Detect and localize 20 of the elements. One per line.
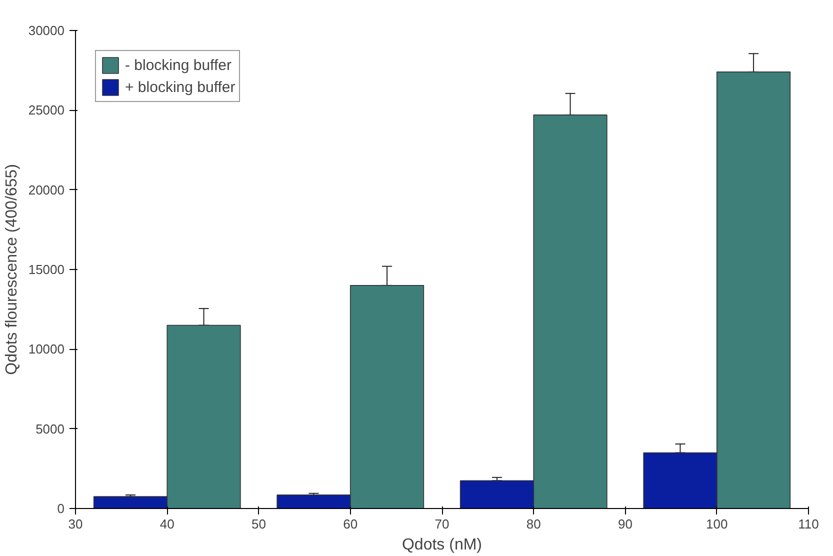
y-axis-title: Qdots flourescence (400/655) <box>3 164 20 375</box>
y-tick-label: 25000 <box>28 102 65 118</box>
x-tick-label: 100 <box>706 516 728 532</box>
y-tick-label: 30000 <box>28 23 65 38</box>
x-tick-label: 60 <box>343 516 358 532</box>
legend-label: + blocking buffer <box>125 78 236 96</box>
x-tick-label: 40 <box>160 516 174 532</box>
x-tick-label: 90 <box>618 516 632 532</box>
legend-label: - blocking buffer <box>125 56 232 74</box>
x-tick-label: 30 <box>68 516 83 532</box>
y-tick-label: 10000 <box>28 342 65 357</box>
x-axis-title: Qdots (nM) <box>402 536 482 554</box>
x-tick-label: 50 <box>252 516 266 532</box>
y-tick-label: 0 <box>57 501 65 516</box>
x-tick-label: 70 <box>434 516 450 532</box>
x-tick-label: 110 <box>798 516 819 532</box>
y-tick-label: 20000 <box>28 182 65 198</box>
y-tick-label: 5000 <box>36 421 64 436</box>
y-tick-label: 15000 <box>28 262 65 277</box>
x-tick-label: 80 <box>526 516 541 532</box>
